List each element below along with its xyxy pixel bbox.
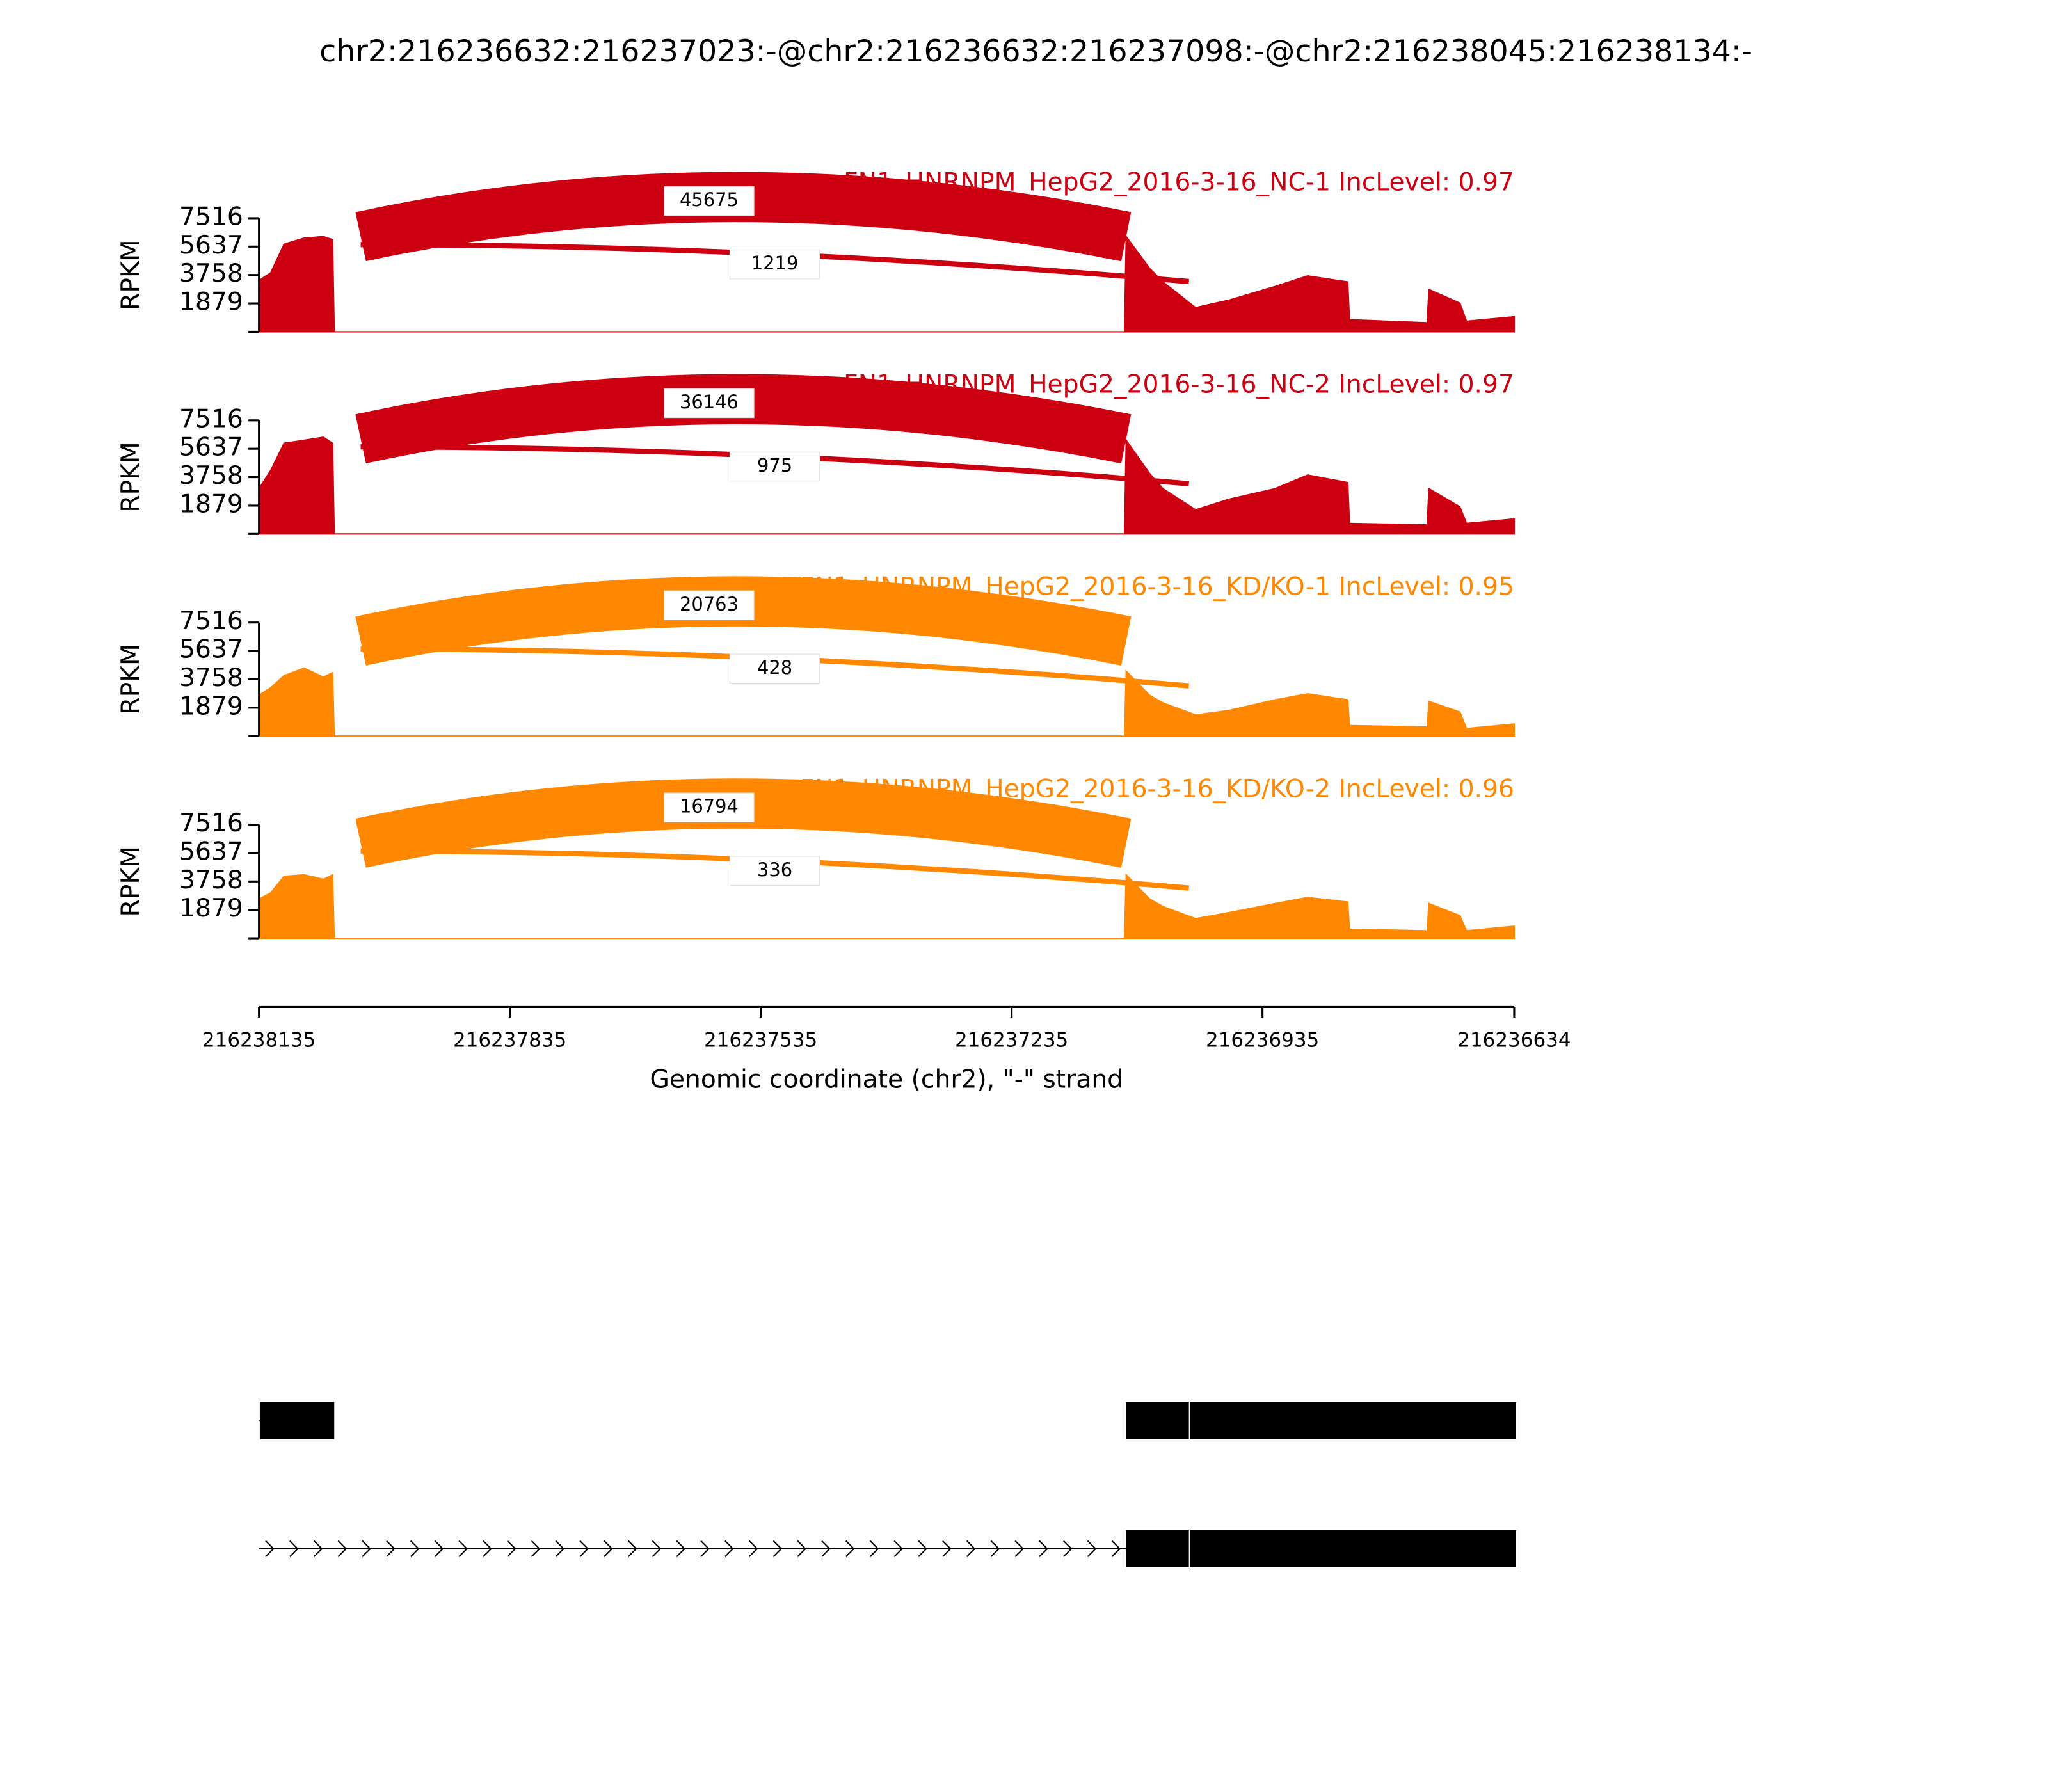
exon <box>1189 1402 1516 1439</box>
junction-count: 45675 <box>680 189 739 211</box>
exon <box>259 1402 335 1439</box>
y-tick-label: 1879 <box>179 894 243 923</box>
y-axis-label: RPKM <box>116 239 145 310</box>
strand-chevron <box>458 1540 468 1557</box>
sample-title: FN1_HNRNPM_HepG2_2016-3-16_KD/KO-2 IncLe… <box>800 774 1514 803</box>
strand-chevron <box>845 1540 855 1557</box>
chart-title: chr2:216236632:216237023:-@chr2:21623663… <box>319 34 1752 69</box>
strand-chevron <box>893 1540 904 1557</box>
sample-title: FN1_HNRNPM_HepG2_2016-3-16_KD/KO-1 IncLe… <box>800 572 1514 601</box>
y-tick-label: 1879 <box>179 288 243 317</box>
strand-chevron <box>410 1540 420 1557</box>
strand-chevron <box>362 1540 371 1557</box>
strand-chevron <box>434 1540 444 1557</box>
exon <box>1126 1402 1189 1439</box>
sample-title: FN1_HNRNPM_HepG2_2016-3-16_NC-1 IncLevel… <box>844 168 1514 197</box>
y-axis-label: RPKM <box>116 846 145 916</box>
strand-chevron <box>990 1540 1000 1557</box>
junction-label-box <box>664 388 755 419</box>
y-tick-label: 5637 <box>179 231 243 260</box>
strand-chevron <box>942 1540 952 1557</box>
y-tick-label: 3758 <box>179 866 243 895</box>
junction-label-box <box>729 249 820 280</box>
strand-chevron <box>579 1540 589 1557</box>
junction-count: 428 <box>757 657 792 678</box>
strand-chevron <box>289 1540 299 1557</box>
junction-label-box <box>729 653 820 684</box>
junction-count: 20763 <box>680 593 739 615</box>
strand-chevron <box>313 1540 323 1557</box>
strand-chevron <box>918 1540 927 1557</box>
x-tick-label: 216238135 <box>202 1029 316 1052</box>
junction-label-box <box>664 590 755 621</box>
strand-chevron <box>1039 1540 1048 1557</box>
y-tick-label: 7516 <box>179 809 243 838</box>
y-tick-label: 1879 <box>179 490 243 518</box>
strand-chevron <box>531 1540 541 1557</box>
junction-count: 1219 <box>751 252 799 274</box>
x-tick-label: 216237535 <box>704 1029 817 1052</box>
strand-chevron <box>1014 1540 1025 1557</box>
exon <box>1189 1530 1516 1567</box>
strand-chevron <box>604 1540 613 1557</box>
strand-chevron <box>652 1540 662 1557</box>
x-tick-label: 216236935 <box>1206 1029 1319 1052</box>
y-tick-label: 7516 <box>179 404 243 433</box>
y-tick-label: 3758 <box>179 259 243 288</box>
strand-chevron <box>265 1540 275 1557</box>
coverage-area <box>258 667 1515 737</box>
y-axis-label: RPKM <box>116 442 145 512</box>
x-axis-label: Genomic coordinate (chr2), "-" strand <box>650 1066 1123 1094</box>
sample-title: FN1_HNRNPM_HepG2_2016-3-16_NC-2 IncLevel… <box>844 371 1514 399</box>
strand-chevron <box>1062 1540 1073 1557</box>
strand-chevron <box>1111 1540 1121 1557</box>
strand-chevron <box>337 1540 348 1557</box>
strand-chevron <box>748 1540 758 1557</box>
coverage-area <box>258 873 1515 940</box>
y-tick-label: 3758 <box>179 664 243 692</box>
x-tick-label: 216237835 <box>453 1029 566 1052</box>
strand-chevron <box>700 1540 710 1557</box>
junction-label-box <box>729 451 820 482</box>
y-tick-label: 3758 <box>179 461 243 490</box>
y-tick-label: 7516 <box>179 607 243 636</box>
junction-count: 975 <box>757 454 792 476</box>
coverage-area <box>258 234 1515 333</box>
strand-chevron <box>869 1540 879 1557</box>
y-tick-label: 1879 <box>179 692 243 721</box>
coverage-area <box>258 436 1515 535</box>
strand-chevron <box>483 1540 492 1557</box>
junction-count: 36146 <box>680 391 739 413</box>
x-tick-label: 216237235 <box>955 1029 1068 1052</box>
y-tick-label: 5637 <box>179 636 243 664</box>
junction-count: 16794 <box>680 796 739 817</box>
strand-chevron <box>966 1540 976 1557</box>
y-axis-label: RPKM <box>116 644 145 714</box>
x-tick-label: 216236634 <box>1457 1029 1571 1052</box>
strand-chevron <box>507 1540 516 1557</box>
strand-chevron <box>797 1540 806 1557</box>
strand-chevron <box>821 1540 831 1557</box>
junction-label-box <box>664 792 755 822</box>
strand-chevron <box>676 1540 686 1557</box>
junction-label-box <box>729 856 820 886</box>
junction-label-box <box>664 186 755 216</box>
y-tick-label: 7516 <box>179 202 243 231</box>
strand-chevron <box>386 1540 396 1557</box>
exon <box>1126 1530 1189 1567</box>
strand-chevron <box>724 1540 734 1557</box>
strand-chevron <box>1087 1540 1097 1557</box>
junction-count: 336 <box>757 859 792 881</box>
y-tick-label: 5637 <box>179 837 243 866</box>
strand-chevron <box>772 1540 783 1557</box>
strand-chevron <box>627 1540 637 1557</box>
strand-chevron <box>555 1540 565 1557</box>
y-tick-label: 5637 <box>179 433 243 462</box>
